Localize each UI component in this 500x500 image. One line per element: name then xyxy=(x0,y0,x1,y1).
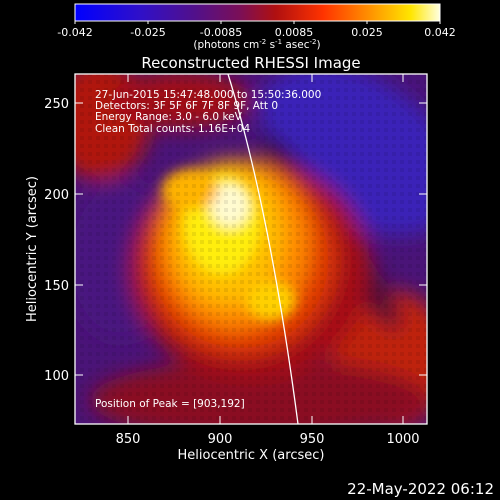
colorbar: -0.042 -0.025 -0.0085 0.0085 0.025 0.042… xyxy=(57,3,456,51)
colorbar-units: (photons cm-2 s-1 asec-2) xyxy=(193,38,320,51)
colorbar-tick-label: 0.025 xyxy=(351,26,383,39)
colorbar-tick-label: -0.0085 xyxy=(200,26,242,39)
y-tick-label: 150 xyxy=(44,279,69,294)
colorbar-gradient xyxy=(74,3,441,22)
y-tick-label: 100 xyxy=(44,369,69,384)
svg-text:27-Jun-2015 15:47:48.000 to 15: 27-Jun-2015 15:47:48.000 to 15:50:36.000 xyxy=(95,89,321,101)
info-text: 27-Jun-2015 15:47:48.000 to 15:50:36.000… xyxy=(95,89,321,135)
colorbar-tick-label: 0.042 xyxy=(424,26,456,39)
x-axis-label: Heliocentric X (arcsec) xyxy=(178,448,325,463)
colorbar-tick-marks xyxy=(74,21,441,24)
peak-position: Position of Peak = [903,192] xyxy=(95,398,245,410)
colorbar-tick-label: -0.025 xyxy=(130,26,165,39)
colorbar-tick-label: 0.0085 xyxy=(275,26,314,39)
rhessi-image xyxy=(75,74,427,424)
timestamp: 22-May-2022 06:12 xyxy=(347,480,494,498)
x-tick-label: 950 xyxy=(300,432,325,447)
x-tick-label: 900 xyxy=(208,432,233,447)
y-tick-label: 200 xyxy=(44,188,69,203)
y-tick-label: 250 xyxy=(44,97,69,112)
plot-frame xyxy=(74,73,428,425)
x-tick-label: 1000 xyxy=(386,432,419,447)
svg-text:Energy Range: 3.0 - 6.0 keV: Energy Range: 3.0 - 6.0 keV xyxy=(95,111,243,123)
svg-text:Detectors: 3F 5F 6F 7F 8F 9F,: Detectors: 3F 5F 6F 7F 8F 9F, Att 0 xyxy=(95,100,278,112)
x-ticks xyxy=(127,74,404,424)
plot-title: Reconstructed RHESSI Image xyxy=(141,54,360,72)
svg-text:Clean Total counts: 1.16E+: Clean Total counts: 1.16E+04 xyxy=(95,123,250,135)
solar-limb xyxy=(227,74,299,424)
x-tick-label: 850 xyxy=(116,432,141,447)
colorbar-tick-label: -0.042 xyxy=(57,26,92,39)
y-ticks xyxy=(75,102,427,376)
y-axis-label: Heliocentric Y (arcsec) xyxy=(25,176,40,322)
